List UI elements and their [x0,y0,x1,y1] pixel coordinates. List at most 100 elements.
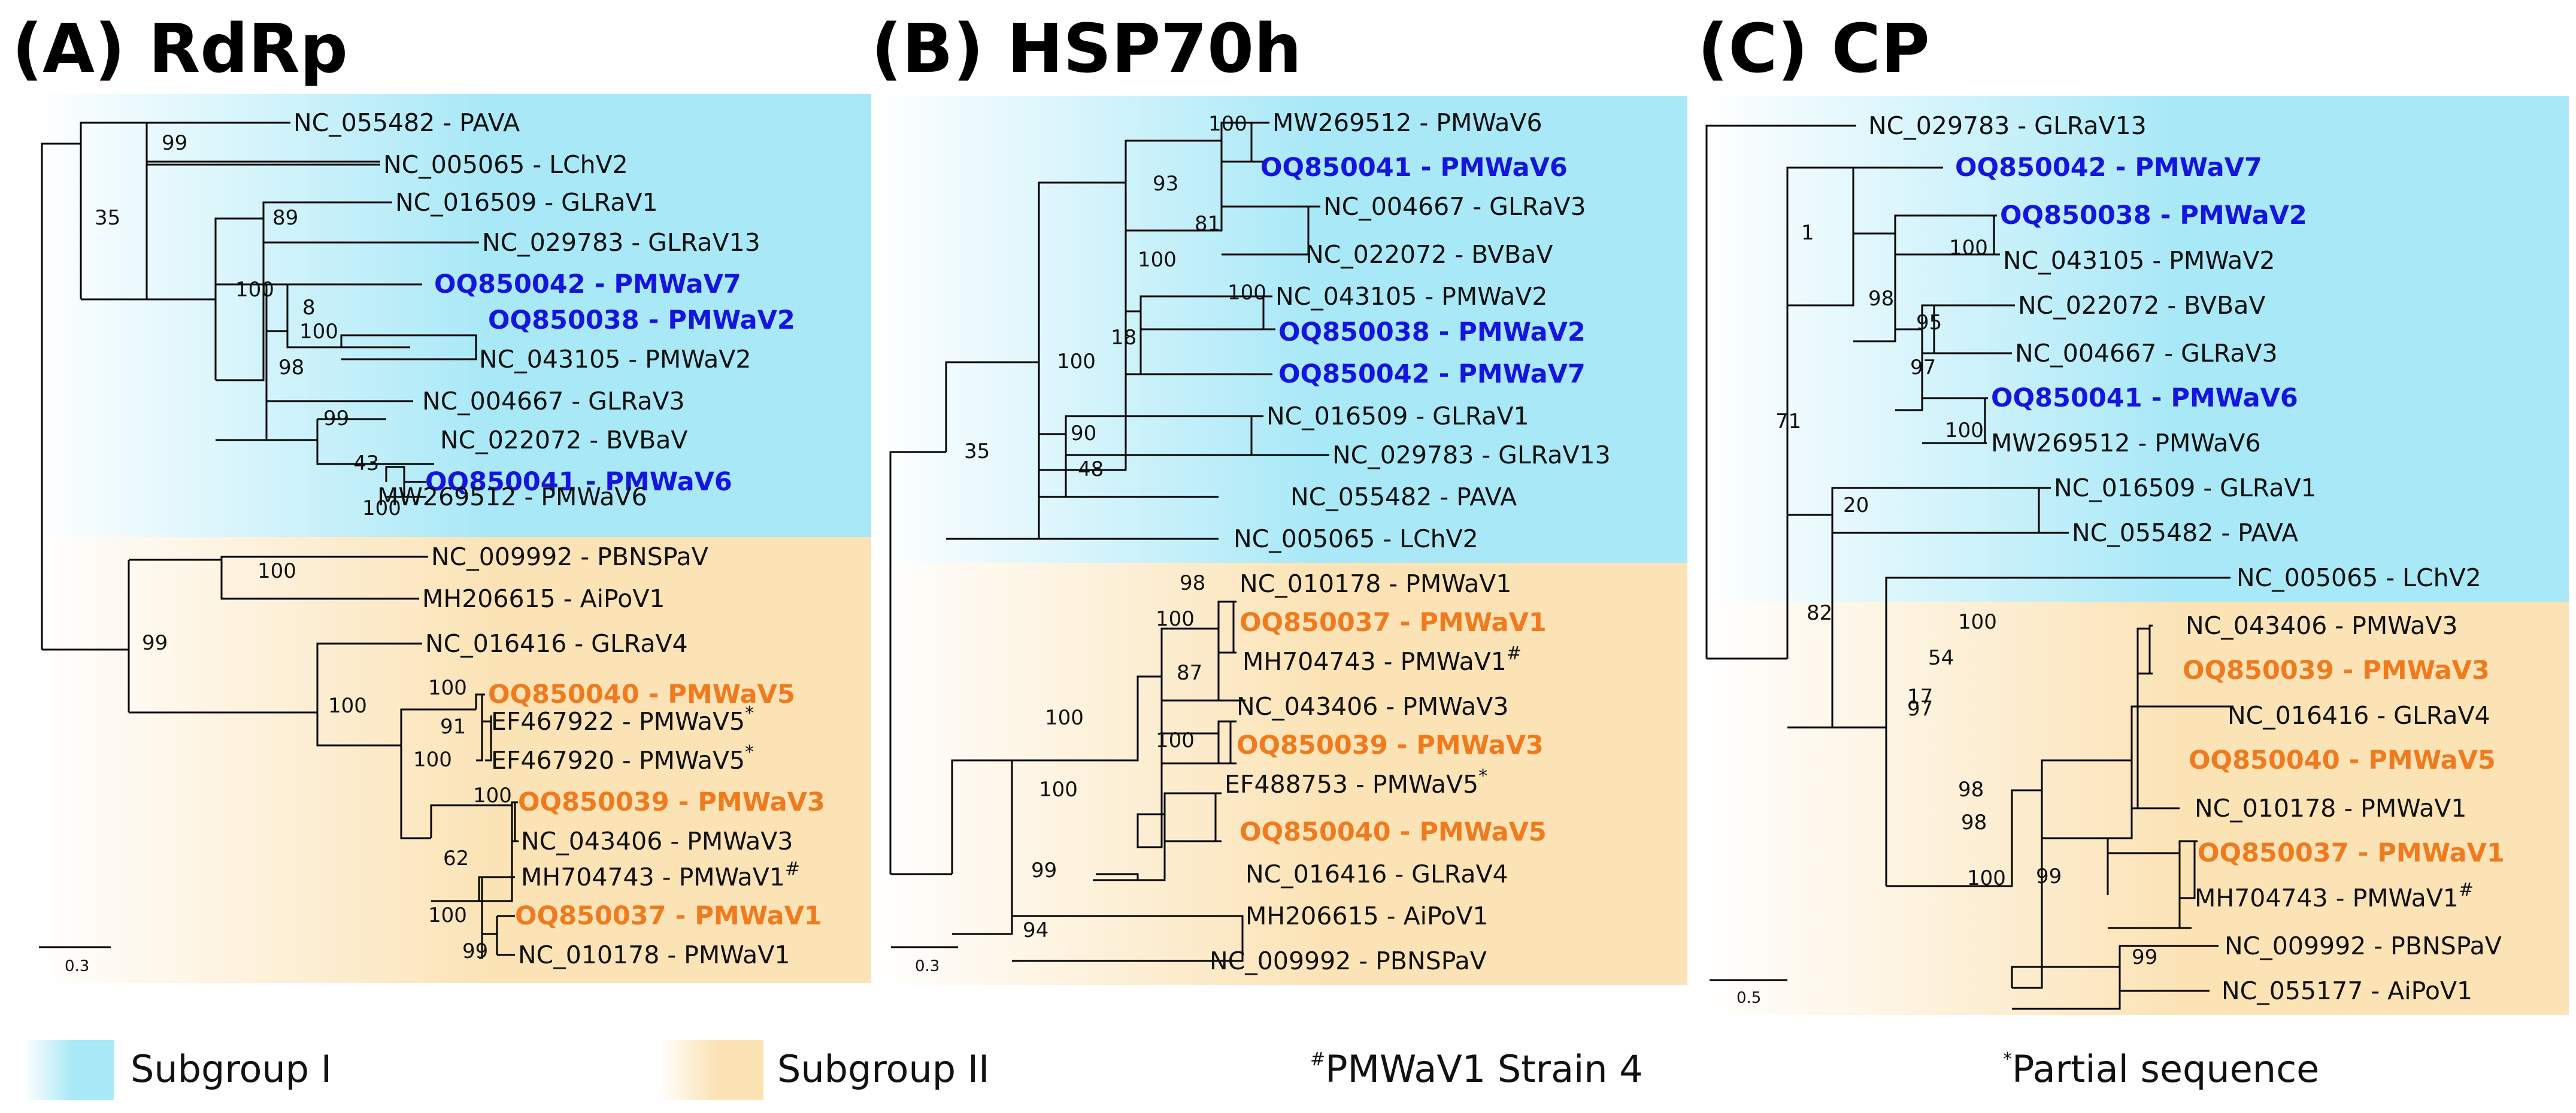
panel-b-title: (B) HSP70h [871,10,1302,88]
panel-a-bootstrap-value: 98 [278,356,304,380]
panel-c-title: (C) CP [1698,10,1930,88]
panel-a-leaf-label: MH206615 - AiPoV1 [422,584,665,613]
panel-b-subgroup2-box [874,563,1687,985]
panel-c-leaf-label: NC_043105 - PMWaV2 [2003,246,2275,275]
panel-c-scale-label: 0.5 [1736,989,1761,1007]
panel-a-leaf-label: NC_004667 - GLRaV3 [422,387,685,416]
panel-b-bootstrap-value: 100 [1156,607,1195,631]
panel-a-bootstrap-value: 99 [323,407,349,430]
legend-subgroup2-label: Subgroup II [777,1047,989,1091]
panel-a-leaf-label: MW269512 - PMWaV6 [377,483,647,511]
panel-a-bootstrap-value: 100 [257,559,296,583]
panel-a-bootstrap-value: 99 [462,939,488,963]
panel-c-bootstrap-value: 20 [1843,493,1869,517]
panel-c-bootstrap-value: 97 [1910,356,1936,380]
panel-c-leaf-label: NC_043406 - PMWaV3 [2186,611,2457,640]
panel-c-leaf-label: NC_005065 - LChV2 [2236,563,2481,592]
panel-b-leaf-label: EF488753 - PMWaV5* [1225,766,1487,799]
panel-c-leaf-label: NC_016416 - GLRaV4 [2228,701,2490,730]
panel-a-bootstrap-value: 91 [440,715,466,739]
panel-c-leaf-label: MW269512 - PMWaV6 [1991,429,2261,457]
panel-b-bootstrap-value: 99 [1031,859,1057,882]
panel-b-bootstrap-value: 87 [1177,661,1202,685]
panel-a-bootstrap-value: 35 [95,206,120,230]
panel-c-bootstrap-value: 98 [1961,811,1987,835]
panel-c-bootstrap-value: 1 [1801,221,1814,245]
panel-b-bootstrap-value: 90 [1071,421,1096,445]
panel-b-leaf-label: NC_043406 - PMWaV3 [1237,692,1508,721]
panel-a-scale-bar: 0.3 [39,946,111,975]
panel-b-bootstrap-value: 100 [1045,706,1084,730]
panel-c-leaf-label: NC_055177 - AiPoV1 [2222,976,2472,1005]
panel-a-title: (A) RdRp [12,10,348,88]
legend-subgroup2-swatch [659,1040,763,1100]
panel-c-leaf-label: OQ850041 - PMWaV6 [1991,383,2298,413]
panel-c-leaf-label: NC_016509 - GLRaV1 [2054,474,2317,502]
panel-b-leaf-footnote-mark: * [1478,766,1487,787]
panel-b-leaf-label: NC_016416 - GLRaV4 [1245,860,1508,888]
panel-b-bootstrap-value: 98 [1180,571,1205,595]
panel-a-leaves: NC_055482 - PAVA NC_005065 - LChV2 NC_0165… [293,108,825,969]
panel-b-leaf-label: MW269512 - PMWaV6 [1272,108,1542,137]
panel-b-bootstrap-value: 100 [1156,729,1195,753]
panel-b-leaf-label: OQ850041 - PMWaV6 [1260,153,1568,183]
panel-a-bootstrap-value: 8 [302,296,316,320]
panel-b-leaf-label: MH704743 - PMWaV1# [1242,643,1522,676]
panel-a-bootstrap-value: 43 [353,451,379,475]
panel-c-bootstrap-value: 17 [1907,685,1933,709]
panel-a-leaf-label: EF467920 - PMWaV5* [491,742,754,775]
panel-c-leaf-label: OQ850038 - PMWaV2 [2000,201,2307,231]
panel-a-leaf-label: OQ850040 - PMWaV5 [488,680,795,709]
panel-b-leaves: MW269512 - PMWaV6 OQ850041 - PMWaV6 NC_004… [1210,108,1611,975]
panel-b-bootstrap-value: 81 [1195,212,1220,236]
panel-c-leaf-label: NC_055482 - PAVA [2072,518,2298,547]
panel-c-bootstrap-value: 98 [1868,287,1894,311]
panel-c-leaf-label: MH704743 - PMWaV1# [2195,880,2474,912]
panel-a-bootstrap-value: 100 [428,676,467,700]
panel-b-leaf-label: OQ850039 - PMWaV3 [1237,730,1544,760]
panel-a-leaf-label: OQ850038 - PMWaV2 [488,305,795,335]
panel-c-bootstrap-value: 95 [1916,311,1942,335]
panel-b-leaf-label: NC_016509 - GLRaV1 [1266,402,1529,430]
panel-c-bootstrap-value: 54 [1928,646,1954,670]
panel-c-leaf-label: OQ850039 - PMWaV3 [2183,656,2490,686]
panel-c-leaves: NC_029783 - GLRaV13 OQ850042 - PMWaV7 OQ85… [1868,111,2505,1005]
panel-a-leaf-label: EF467922 - PMWaV5* [491,703,754,736]
panel-c-leaf-label: OQ850040 - PMWaV5 [2189,745,2496,775]
panel-b-bootstrap: 100 93 81 100 100 18 100 90 48 35 98 100 87 100 100 100… [964,112,1266,942]
panel-c-bootstrap-value: 71 [1775,410,1801,433]
panel-a-leaf-label: NC_009992 - PBNSPaV [431,542,708,571]
panel-c-bootstrap-value: 100 [1945,418,1984,442]
panel-b-scale-label: 0.3 [915,957,940,975]
panel-c-bootstrap-value: 100 [1967,866,2006,890]
panel-b-bootstrap-value: 18 [1111,326,1137,350]
panel-c-leaf-label: NC_009992 - PBNSPaV [2225,932,2502,960]
panel-c-bootstrap-value: 99 [2036,865,2062,888]
panel-b-leaf-label: NC_022072 - BVBaV [1305,240,1553,269]
panel-a-bootstrap-value: 100 [413,748,452,772]
panel-a-leaf-label: NC_005065 - LChV2 [383,150,628,179]
panel-a-bootstrap-value: 100 [235,278,274,302]
panel-a-subgroup1-box [33,94,871,537]
panel-a-leaf-footnote-mark: # [785,859,800,880]
legend-subgroup1-label: Subgroup I [131,1047,332,1091]
panel-b-bootstrap-value: 94 [1023,918,1048,942]
panel-a-leaf-label: NC_016509 - GLRaV1 [395,188,658,217]
panel-b-bootstrap-value: 93 [1153,172,1178,196]
panel-c-leaf-footnote-mark: # [2459,880,2474,900]
panel-a-bootstrap-value: 100 [299,320,338,344]
panel-c-bootstrap-value: 100 [1958,610,1997,634]
panel-b-scale-bar: 0.3 [891,946,958,975]
panel-a-bootstrap-value: 62 [443,847,469,871]
panel-b-leaf-footnote-mark: # [1507,643,1522,664]
panel-c-branches [1705,125,2233,1010]
panel-a-leaf-label: NC_022072 - BVBaV [440,426,687,454]
panel-c-bootstrap-value: 82 [1807,601,1832,625]
panel-b-bootstrap-value: 100 [1057,350,1096,374]
panel-b-leaf-label: NC_029783 - GLRaV13 [1332,441,1611,469]
panel-b-leaf-label: OQ850038 - PMWaV2 [1278,317,1586,347]
panel-a-leaf-label: OQ850039 - PMWaV3 [518,787,825,817]
panel-c-leaf-label: NC_010178 - PMWaV1 [2195,794,2466,823]
